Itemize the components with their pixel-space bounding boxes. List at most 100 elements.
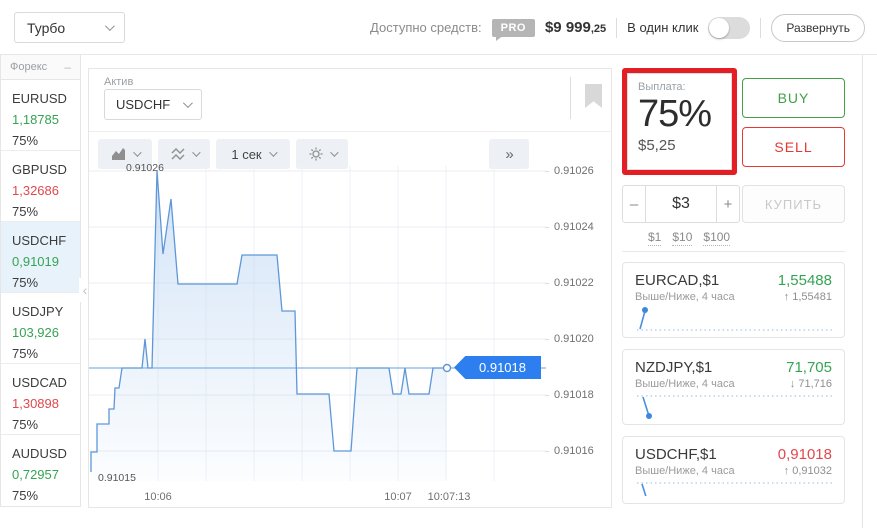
asset-select[interactable]: USDCHF — [104, 89, 202, 120]
asset-symbol: GBPUSD — [12, 162, 67, 177]
y-axis-tick: 0.91020 — [545, 333, 594, 345]
balance-main: $9 999 — [544, 19, 591, 36]
chevron-down-icon — [104, 21, 115, 32]
x-axis-tick: 10:06 — [144, 491, 172, 503]
card-price: 1,55488 — [777, 272, 832, 289]
quick-amounts: $1 $10 $100 — [648, 230, 731, 246]
watchlist-card-eurcad[interactable]: EURCAD,$1 1,55488 Выше/Ниже, 4 часа ↑ 1,… — [622, 262, 845, 338]
buy-button[interactable]: BUY — [742, 78, 845, 118]
x-axis-tick: 10:07:13 — [427, 491, 471, 503]
asset-payout: 75% — [12, 346, 39, 361]
sparkline — [635, 306, 832, 332]
quick-amount-100[interactable]: $100 — [703, 230, 731, 246]
expand-tools-button[interactable]: » — [489, 139, 529, 169]
payout-amount: $5,25 — [638, 136, 676, 154]
y-axis-tick: 0.91022 — [545, 277, 594, 289]
payout-box: Выплата: 75% $5,25 — [627, 73, 732, 170]
asset-symbol: USDCHF — [12, 233, 67, 248]
top-bar: Турбо Доступно средств: PRO $9 999,25 В … — [0, 0, 877, 55]
current-price-badge: 0.91018 — [454, 356, 541, 379]
asset-symbol: USDJPY — [12, 304, 64, 319]
y-axis-tick: 0.91016 — [545, 445, 594, 457]
watchlist-card-usdchf[interactable]: USDCHF,$1 0,91018 Выше/Ниже, 4 часа ↑ 0,… — [622, 436, 845, 504]
sidebar-item-usdjpy[interactable]: USDJPY 103,926 75% — [1, 293, 80, 364]
chart-max-label: 0.91026 — [126, 162, 164, 174]
available-funds-label: Доступно средств: — [370, 20, 482, 35]
watchlist-card-nzdjpy[interactable]: NZDJPY,$1 71,705 Выше/Ниже, 4 часа ↓ 71,… — [622, 349, 845, 425]
card-subtitle: Выше/Ниже, 4 часа — [635, 465, 735, 477]
sidebar-item-usdchf[interactable]: USDCHF 0,91019 75% — [1, 222, 80, 293]
bookmark-icon[interactable] — [585, 84, 602, 108]
account-type-badge: PRO — [491, 18, 535, 41]
card-strike-price: ↓ 71,716 — [789, 378, 832, 390]
balance-value: $9 999,25 — [545, 19, 606, 36]
timeframe-value: 1 сек — [231, 146, 262, 162]
sparkline-pin-down — [637, 482, 832, 496]
card-price: 71,705 — [786, 359, 832, 376]
area-chart — [89, 166, 546, 481]
area-chart-icon — [112, 148, 125, 160]
minimize-icon[interactable]: – — [64, 60, 71, 74]
amount-stepper: – $3 + — [622, 185, 740, 223]
y-axis-tick: 0.91018 — [545, 389, 594, 401]
timeframe-select[interactable]: 1 сек — [216, 139, 290, 169]
asset-symbol: EURUSD — [12, 91, 67, 106]
chart-min-label: 0.91015 — [98, 472, 136, 484]
sparkline-pin-down — [637, 395, 832, 419]
one-click-toggle[interactable] — [708, 16, 751, 39]
amount-decrease-button[interactable]: – — [622, 185, 646, 223]
card-subtitle: Выше/Ниже, 4 часа — [635, 291, 735, 303]
sparkline — [635, 393, 832, 419]
asset-price: 1,32686 — [12, 183, 59, 198]
amount-value[interactable]: $3 — [646, 185, 716, 223]
divider — [862, 55, 863, 528]
chevron-down-icon — [329, 148, 339, 157]
sidebar-item-usdcad[interactable]: USDCAD 1,30898 75% — [1, 364, 80, 435]
price-chart[interactable] — [89, 166, 546, 481]
expand-button[interactable]: Развернуть — [771, 13, 865, 42]
amount-increase-button[interactable]: + — [716, 185, 740, 223]
asset-symbol: AUDUSD — [12, 446, 67, 461]
card-strike-price: ↑ 0,91032 — [783, 465, 832, 477]
watchlist: EURCAD,$1 1,55488 Выше/Ниже, 4 часа ↑ 1,… — [622, 262, 845, 515]
sidebar-item-gbpusd[interactable]: GBPUSD 1,32686 75% — [1, 151, 80, 222]
chart-type-button[interactable] — [98, 139, 152, 169]
trade-mode-select[interactable]: Турбо — [14, 12, 125, 43]
asset-price: 0,91019 — [12, 254, 59, 269]
sidebar-item-audusd[interactable]: AUDUSD 0,72957 75% — [1, 435, 80, 506]
chevron-down-icon — [133, 148, 142, 157]
one-click-label: В один клик — [627, 20, 699, 35]
sidebar-item-eurusd[interactable]: EURUSD 1,18785 75% — [1, 80, 80, 151]
sidebar-category-label: Форекс — [10, 61, 48, 73]
chart-settings-button[interactable] — [296, 139, 348, 169]
sell-button[interactable]: SELL — [742, 127, 845, 167]
gear-icon — [309, 147, 322, 161]
trade-mode-value: Турбо — [27, 19, 66, 36]
sidebar-header: Форекс – — [1, 55, 80, 80]
payout-percent: 75% — [638, 93, 712, 135]
divider — [570, 77, 571, 119]
x-axis-tick: 10:07 — [384, 491, 412, 503]
asset-price: 1,18785 — [12, 112, 59, 127]
asset-price: 103,926 — [12, 325, 59, 340]
divider — [622, 251, 845, 252]
divider — [760, 17, 762, 38]
y-axis-tick: 0.91024 — [545, 221, 594, 233]
chevron-down-icon — [268, 148, 278, 157]
indicators-button[interactable] — [158, 139, 210, 169]
asset-label: Актив — [104, 76, 134, 88]
y-axis-tick: 0.91026 — [545, 165, 594, 177]
trade-panel: Выплата: 75% $5,25 BUY SELL – $3 + КУПИТ… — [622, 68, 845, 528]
kupit-button[interactable]: КУПИТЬ — [742, 185, 845, 223]
sparkline-pin-up — [637, 307, 832, 331]
top-bar-right: Доступно средств: PRO $9 999,25 В один к… — [370, 0, 865, 55]
asset-payout: 75% — [12, 417, 39, 432]
chevron-down-icon — [182, 98, 193, 109]
quick-amount-10[interactable]: $10 — [672, 230, 693, 246]
quick-amount-1[interactable]: $1 — [648, 230, 662, 246]
card-title: USDCHF,$1 — [635, 446, 717, 463]
asset-symbol: USDCAD — [12, 375, 67, 390]
indicators-icon — [171, 147, 184, 160]
asset-payout: 75% — [12, 133, 39, 148]
